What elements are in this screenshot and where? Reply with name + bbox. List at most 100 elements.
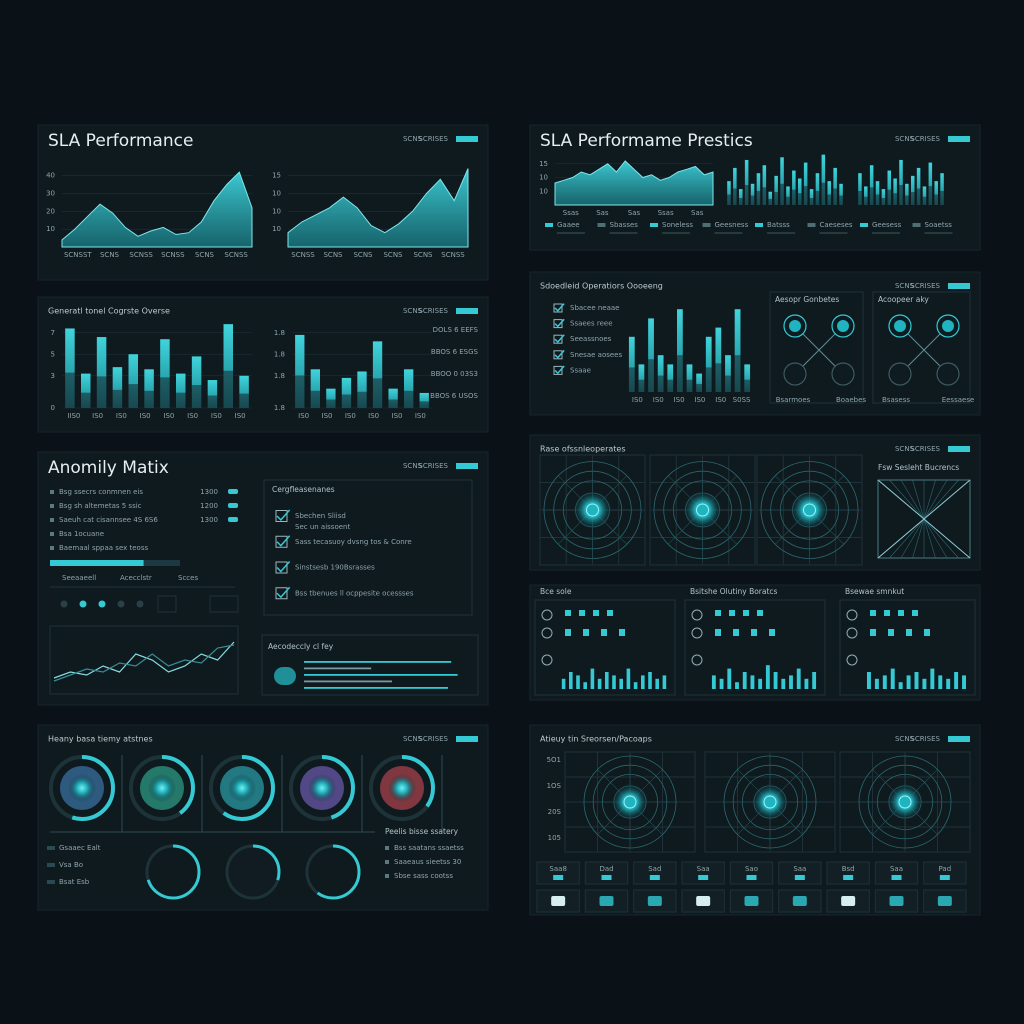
nodes-frame [872, 291, 971, 404]
node-label: Eessaese [942, 396, 975, 404]
status-dot [60, 600, 68, 608]
footer-icon [702, 223, 711, 227]
x-tick-label: SCNS [323, 251, 343, 259]
checkbox [275, 535, 288, 548]
tab-active[interactable] [456, 308, 478, 314]
mini-cell [743, 610, 749, 616]
y-tick-label: 10 [46, 225, 55, 233]
node-label: Bsarmoes [776, 396, 811, 404]
y-tick-label: 0 [51, 404, 55, 412]
tab[interactable]: SCNS [895, 445, 915, 453]
icon-glyph [792, 896, 807, 906]
bullet [50, 532, 54, 536]
x-tick-label: IS0 [92, 412, 103, 420]
icon-label: Saa [793, 865, 806, 873]
x-tick-label: SCNS [353, 251, 373, 259]
tab-active[interactable] [948, 283, 970, 289]
tab-active[interactable] [456, 136, 478, 142]
bar [797, 178, 802, 205]
panel [529, 271, 981, 416]
progress-label: Seeaaeell [62, 574, 96, 582]
bar [792, 170, 796, 205]
tab[interactable]: SCNS [895, 135, 915, 143]
icon-tile [874, 861, 919, 885]
bar [735, 682, 739, 689]
star-ray [912, 518, 925, 559]
tab[interactable]: SCRISES [910, 282, 940, 290]
mini-cell [715, 629, 721, 636]
tab[interactable]: SCNS [403, 735, 423, 743]
bar [662, 675, 667, 689]
bar [326, 388, 336, 408]
bar [910, 175, 915, 205]
list-label: Sbse sass cootss [394, 872, 453, 880]
area [554, 160, 714, 206]
tab[interactable]: SCRISES [418, 135, 448, 143]
checkbox [553, 334, 563, 344]
ring-glow [228, 774, 256, 802]
tab-active[interactable] [948, 446, 970, 452]
bar [765, 665, 770, 689]
icon-tile [536, 861, 580, 885]
tab[interactable]: SCRISES [418, 462, 448, 470]
tab-active[interactable] [456, 463, 478, 469]
icon-glyph [599, 896, 614, 906]
icon-glyph [794, 875, 805, 880]
checkbox [275, 561, 288, 574]
tab[interactable]: SCNS [403, 135, 423, 143]
tab[interactable]: SCNS [895, 282, 915, 290]
tab[interactable]: SCNS [895, 735, 915, 743]
tab[interactable]: SCRISES [418, 735, 448, 743]
hbar [304, 674, 458, 676]
progress-label: Acecclstr [120, 574, 152, 582]
footer-icon [860, 223, 868, 227]
line-series [53, 641, 235, 679]
mini-cell [583, 629, 589, 636]
mini-cell [601, 629, 607, 636]
check-mark [276, 560, 291, 573]
radar-core [803, 503, 816, 517]
checklist-label: Sbacee neaae [570, 304, 620, 312]
radar-label: 105 [548, 834, 561, 842]
tab[interactable]: SCRISES [910, 735, 940, 743]
tab[interactable]: SCRISES [910, 135, 940, 143]
bar [357, 371, 367, 408]
ring-arc [145, 844, 201, 900]
y-tick-label: 1.8 [274, 372, 285, 380]
mini-cell [619, 629, 625, 636]
tab-active[interactable] [948, 136, 970, 142]
status-dot [136, 600, 144, 608]
icon-tile [633, 861, 677, 885]
tab[interactable]: SCNS [403, 307, 423, 315]
bullet [385, 846, 389, 850]
legend-label: Bsat Esb [59, 878, 90, 886]
star-ray [889, 518, 925, 559]
checkbox [275, 510, 288, 522]
checklist-note: Sec un aissoent [295, 523, 350, 531]
x-tick-label: IS0 [345, 412, 356, 420]
bar [419, 392, 429, 408]
checkbox [553, 303, 563, 313]
tab[interactable]: SCRISES [418, 307, 448, 315]
bar [803, 162, 808, 205]
node-core [789, 320, 801, 332]
bullet [50, 490, 54, 494]
bar [796, 668, 801, 689]
tab-active[interactable] [456, 736, 478, 742]
checklist-label: Sbechen Sliisd [295, 512, 346, 520]
line-series [53, 644, 235, 682]
bar [930, 668, 935, 689]
tab[interactable]: SCRISES [910, 445, 940, 453]
tab[interactable]: SCNS [403, 462, 423, 470]
checklist-label: Ssaees reee [570, 320, 613, 328]
bar [874, 678, 879, 689]
star-ray [889, 479, 925, 520]
bar [804, 678, 809, 689]
tab-active[interactable] [948, 736, 970, 742]
star-ray [923, 518, 936, 559]
icon-glyph [939, 875, 950, 880]
star-ray [900, 518, 925, 559]
bar [815, 173, 820, 205]
panel-title: Sdoedleid Operatiors Oooeeng [540, 282, 663, 291]
side-label: BBOO 0 03S3 [431, 370, 478, 378]
